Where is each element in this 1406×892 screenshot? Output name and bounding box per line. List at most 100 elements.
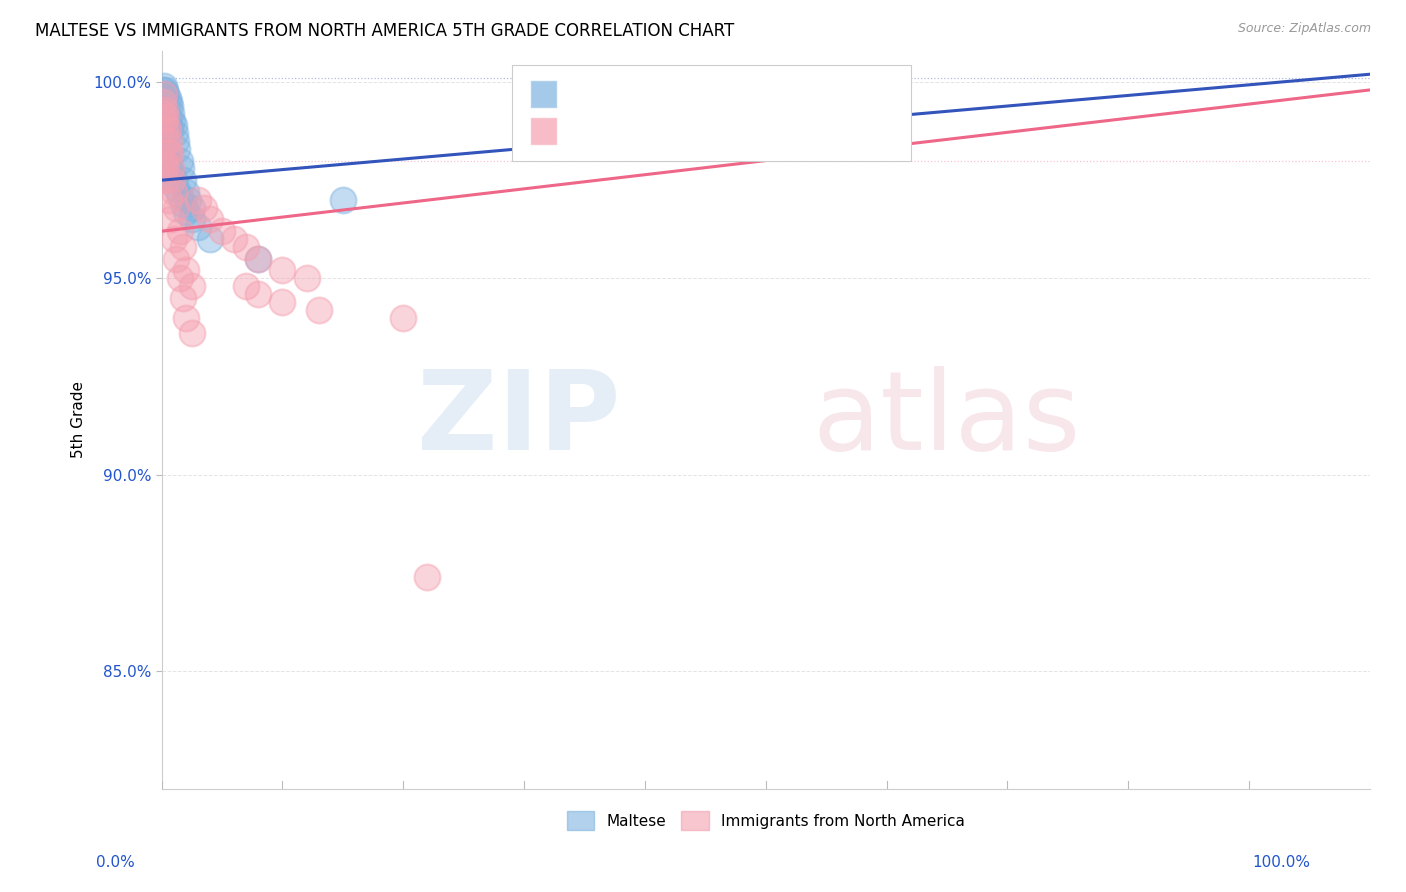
Point <box>155 103 177 117</box>
Point <box>160 106 183 120</box>
Point <box>155 111 177 125</box>
Point <box>163 173 186 187</box>
Point <box>152 103 174 117</box>
Point <box>163 126 186 140</box>
Point <box>165 201 187 215</box>
Point <box>157 157 180 171</box>
Point <box>153 153 176 168</box>
Point <box>153 98 176 112</box>
Point <box>153 87 176 101</box>
Text: N = 47: N = 47 <box>748 85 815 103</box>
Point <box>172 291 194 305</box>
Point <box>155 83 177 97</box>
Point <box>153 114 176 128</box>
Point <box>165 134 187 148</box>
Point <box>180 326 202 341</box>
Bar <box>530 80 557 108</box>
Point <box>152 95 174 109</box>
FancyBboxPatch shape <box>512 65 911 161</box>
Point <box>162 173 184 187</box>
Point <box>156 145 179 160</box>
Y-axis label: 5th Grade: 5th Grade <box>72 381 86 458</box>
Point <box>174 310 197 325</box>
Point <box>163 118 186 132</box>
Point <box>166 142 188 156</box>
Point <box>247 252 270 266</box>
Point <box>157 95 180 109</box>
Point <box>172 240 194 254</box>
Point <box>211 224 233 238</box>
Point <box>162 114 184 128</box>
Point <box>155 106 177 120</box>
Bar <box>530 117 557 145</box>
Point <box>392 310 415 325</box>
Point <box>153 134 176 148</box>
Point <box>235 279 257 293</box>
Point <box>159 98 181 112</box>
Point <box>155 142 177 156</box>
Point <box>247 252 270 266</box>
Point <box>174 263 197 277</box>
Point <box>156 122 179 136</box>
Point <box>198 232 221 246</box>
Point <box>152 95 174 109</box>
Point <box>247 287 270 301</box>
Point <box>180 279 202 293</box>
Point <box>169 224 191 238</box>
Point <box>165 181 187 195</box>
Text: 100.0%: 100.0% <box>1253 855 1310 870</box>
Point <box>156 111 179 125</box>
Point <box>198 212 221 227</box>
Point <box>416 569 439 583</box>
Point <box>160 165 183 179</box>
Point <box>156 91 179 105</box>
Point <box>332 193 354 207</box>
Point <box>163 185 186 199</box>
Text: R = 0.223: R = 0.223 <box>564 121 662 139</box>
Point <box>658 83 681 97</box>
Point <box>155 134 177 148</box>
Point <box>155 91 177 105</box>
Point <box>157 134 180 148</box>
Point <box>174 204 197 219</box>
Point <box>152 83 174 97</box>
Point <box>155 87 177 101</box>
Point <box>169 189 191 203</box>
Point <box>159 122 181 136</box>
Point <box>155 150 177 164</box>
Point <box>160 161 183 176</box>
Point <box>159 145 181 160</box>
Point <box>235 240 257 254</box>
Point <box>172 196 194 211</box>
Point <box>308 302 330 317</box>
Point <box>157 193 180 207</box>
Point <box>180 212 202 227</box>
Point <box>174 185 197 199</box>
Point <box>165 252 187 266</box>
Point <box>169 153 191 168</box>
Text: atlas: atlas <box>813 366 1081 473</box>
Text: Source: ZipAtlas.com: Source: ZipAtlas.com <box>1237 22 1371 36</box>
Text: R = 0.400: R = 0.400 <box>564 85 662 103</box>
Legend: Maltese, Immigrants from North America: Maltese, Immigrants from North America <box>561 805 972 836</box>
Point <box>187 193 209 207</box>
Point <box>271 294 294 309</box>
Point <box>163 232 186 246</box>
Text: N = 46: N = 46 <box>748 121 815 139</box>
Point <box>157 118 180 132</box>
Point <box>180 201 202 215</box>
Point <box>193 201 215 215</box>
Point <box>172 173 194 187</box>
Point <box>153 78 176 93</box>
Point <box>155 122 177 136</box>
Point <box>153 114 176 128</box>
Point <box>271 263 294 277</box>
Point <box>155 173 177 187</box>
Point <box>224 232 246 246</box>
Point <box>152 106 174 120</box>
Text: ZIP: ZIP <box>418 366 621 473</box>
Point <box>187 220 209 235</box>
Point <box>153 87 176 101</box>
Text: MALTESE VS IMMIGRANTS FROM NORTH AMERICA 5TH GRADE CORRELATION CHART: MALTESE VS IMMIGRANTS FROM NORTH AMERICA… <box>35 22 734 40</box>
Point <box>155 103 177 117</box>
